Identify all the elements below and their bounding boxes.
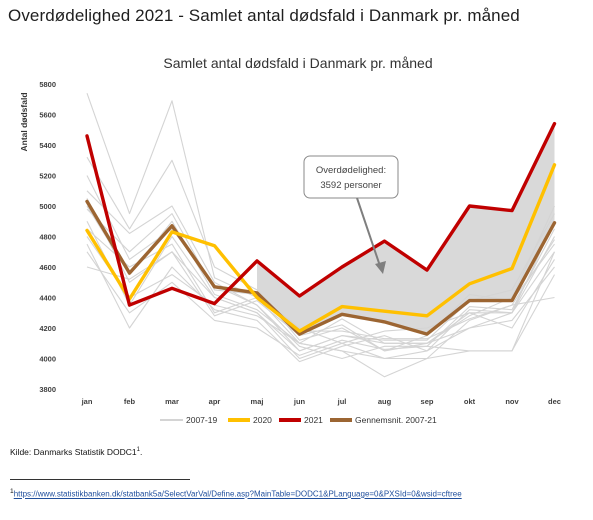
source-footnote-ref: 1 [136, 447, 140, 454]
y-tick-label: 5400 [39, 141, 56, 150]
x-tick-label: jun [293, 397, 306, 406]
series-line-average [85, 199, 557, 336]
source-note: Kilde: Danmarks Statistik DODC11. [10, 447, 142, 457]
chart: Samlet antal dødsfald i Danmark pr. måne… [0, 40, 593, 435]
annotation-callout: Overdødelighed: 3592 personer [303, 155, 399, 274]
y-tick-label: 5800 [39, 80, 56, 89]
x-tick-label: apr [209, 397, 221, 406]
source-label: Kilde: Danmarks Statistik DODC1 [10, 447, 137, 457]
y-tick-label: 5000 [39, 202, 56, 211]
y-tick-label: 4200 [39, 324, 56, 333]
series-line-2007-19 [86, 228, 555, 340]
footnote-number: 1 [10, 488, 14, 495]
line-chart: Samlet antal dødsfald i Danmark pr. måne… [19, 55, 561, 425]
legend-label-2020: 2020 [253, 415, 272, 425]
y-tick-label: 4000 [39, 355, 56, 364]
y-tick-label: 4600 [39, 263, 56, 272]
legend: 2007-19 2020 2021 Gennemsnit. 2007-21 [160, 415, 437, 425]
annotation-line1: Overdødelighed: [316, 165, 386, 176]
page-title: Overdødelighed 2021 - Samlet antal dødsf… [8, 6, 520, 25]
series-line-2007-19 [86, 251, 555, 356]
x-tick-label: mar [165, 397, 179, 406]
y-tick-label: 5200 [39, 172, 56, 181]
source-end: . [139, 447, 143, 457]
x-tick-label: okt [464, 397, 476, 406]
x-tick-label: feb [124, 397, 136, 406]
series-line-2020 [85, 163, 557, 333]
legend-label-2007-19: 2007-19 [186, 415, 217, 425]
y-axis: 3800 4000 4200 4400 4600 4800 5000 5200 5400 5600… [39, 80, 56, 394]
x-tick-label: maj [251, 397, 264, 406]
x-tick-label: jan [81, 397, 93, 406]
footnote: 1https://www.statistikbanken.dk/statbank… [10, 488, 462, 499]
series-line-2021 [85, 121, 557, 307]
y-axis-label: Antal dødsfald [19, 92, 29, 151]
series-line-2007-19 [86, 156, 555, 352]
footnote-link[interactable]: https://www.statistikbanken.dk/statbank5… [13, 489, 462, 499]
legend-label-2021: 2021 [304, 415, 323, 425]
x-tick-label: dec [548, 397, 561, 406]
x-axis: jan feb mar apr maj jun jul aug sep okt nov dec [81, 397, 561, 406]
x-tick-label: nov [505, 397, 519, 406]
series-line-2007-19 [86, 236, 555, 360]
annotation-arrowhead [375, 261, 386, 274]
y-tick-label: 4400 [39, 294, 56, 303]
x-tick-label: jul [337, 397, 347, 406]
excess-mortality-area [257, 123, 555, 335]
footnote-divider [10, 479, 190, 480]
main-series [85, 121, 557, 336]
legend-label-average: Gennemsnit. 2007-21 [355, 415, 437, 425]
chart-title: Samlet antal dødsfald i Danmark pr. måne… [163, 55, 432, 71]
annotation-box [303, 155, 399, 199]
series-line-2007-19 [86, 198, 555, 352]
x-tick-label: sep [421, 397, 434, 406]
series-line-2007-19 [86, 236, 555, 363]
series-line-2007-19 [86, 208, 555, 344]
annotation-arrow [356, 197, 381, 267]
background-series-2007-19 [86, 93, 556, 378]
x-tick-label: aug [378, 397, 392, 406]
y-tick-label: 3800 [39, 385, 56, 394]
annotation-line2: 3592 personer [320, 180, 381, 191]
y-tick-label: 5600 [39, 111, 56, 120]
y-tick-label: 4800 [39, 233, 56, 242]
